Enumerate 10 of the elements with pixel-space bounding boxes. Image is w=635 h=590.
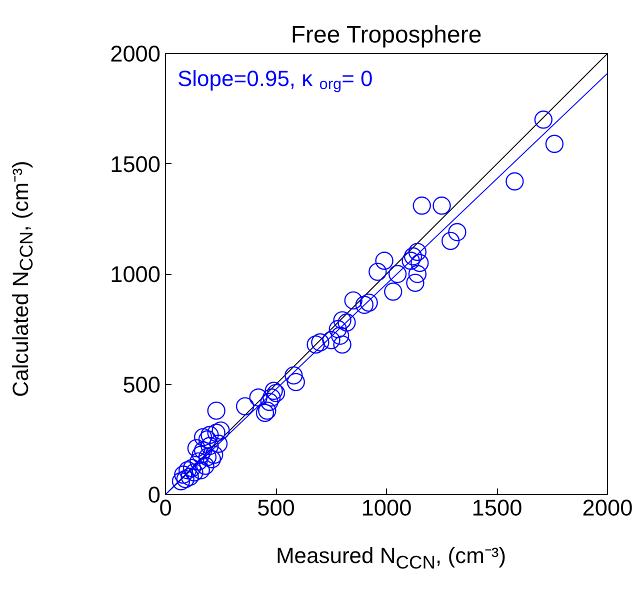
- x-tick-label: 1000: [361, 494, 412, 520]
- y-tick-label: 2000: [110, 40, 161, 66]
- y-tick-label: 1500: [110, 150, 161, 177]
- y-tick-label: 1000: [110, 261, 161, 287]
- x-tick-label: 500: [257, 494, 295, 520]
- chart-title: Free Troposphere: [290, 22, 482, 48]
- y-tick-label: 500: [122, 371, 161, 398]
- x-tick-label: 2000: [582, 494, 633, 520]
- x-axis-title: Measured N$_{CCN}$, (cm⁻³): [274, 542, 508, 574]
- x-tick-label: 1500: [472, 494, 522, 520]
